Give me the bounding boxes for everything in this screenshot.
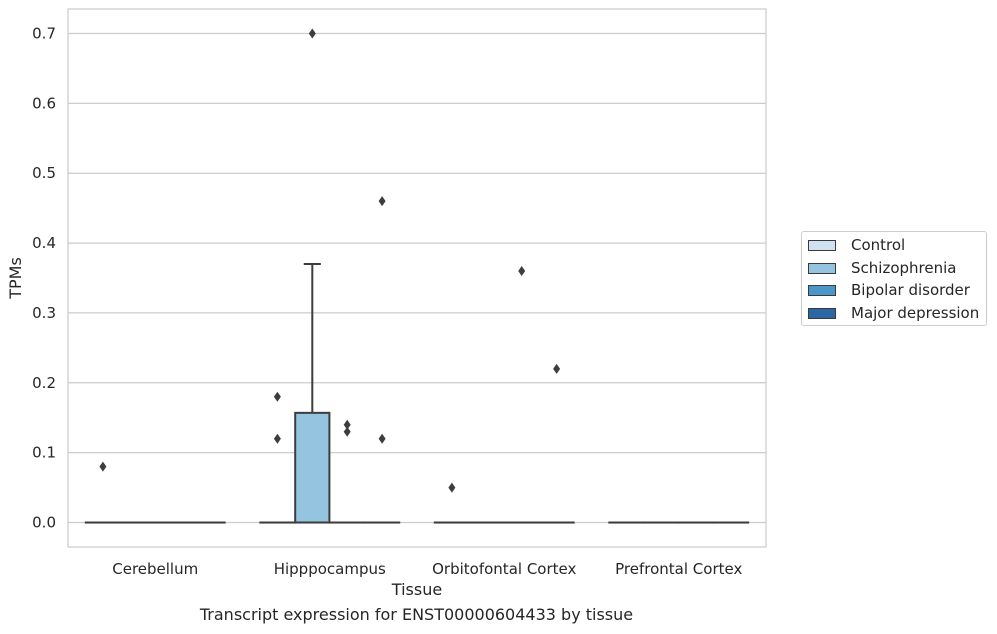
y-tick-label: 0.5 bbox=[32, 164, 56, 182]
chart-caption: Transcript expression for ENST0000060443… bbox=[199, 605, 634, 624]
box-hipppocampus-bipolar-disorder bbox=[329, 419, 366, 524]
box-orbitofontal-cortex-bipolar-disorder bbox=[503, 266, 540, 524]
x-tick-label: Prefrontal Cortex bbox=[615, 560, 742, 578]
box-body bbox=[294, 411, 331, 524]
outlier-point bbox=[343, 419, 351, 430]
box-cerebellum-control bbox=[84, 461, 122, 524]
outlier-point bbox=[273, 391, 281, 402]
y-axis-label: TPMs bbox=[6, 257, 25, 300]
y-tick-label: 0.2 bbox=[32, 374, 56, 392]
legend-label-major-depression: Major depression bbox=[851, 304, 980, 322]
outlier-point bbox=[378, 433, 386, 444]
plot-frame bbox=[67, 8, 767, 548]
legend-item-control: Control bbox=[808, 235, 905, 255]
box-hipppocampus-major-depression bbox=[363, 196, 401, 524]
box-series bbox=[84, 28, 750, 524]
outlier-point bbox=[518, 266, 526, 277]
outlier-point bbox=[448, 482, 456, 493]
legend-item-bipolar-disorder: Bipolar disorder bbox=[808, 280, 970, 300]
y-tick-label: 0.0 bbox=[32, 514, 56, 532]
outlier-point bbox=[308, 28, 316, 39]
legend-item-schizophrenia: Schizophrenia bbox=[808, 258, 956, 278]
outlier-point bbox=[553, 363, 561, 374]
legend-swatch-major-depression bbox=[808, 307, 836, 319]
legend-item-major-depression: Major depression bbox=[808, 303, 979, 323]
outlier-point bbox=[99, 461, 107, 472]
legend-swatch-schizophrenia bbox=[808, 262, 836, 274]
legend-label-schizophrenia: Schizophrenia bbox=[851, 259, 957, 277]
box-orbitofontal-cortex-major-depression bbox=[538, 363, 575, 524]
chart-legend: Control Schizophrenia Bipolar disorder M… bbox=[801, 231, 987, 326]
outlier-point bbox=[343, 426, 351, 437]
y-tick-label: 0.4 bbox=[32, 234, 56, 252]
box-orbitofontal-cortex-control bbox=[433, 482, 471, 524]
outlier-point bbox=[378, 196, 386, 207]
legend-label-bipolar-disorder: Bipolar disorder bbox=[851, 281, 970, 299]
box-hipppocampus-schizophrenia bbox=[294, 28, 331, 524]
x-axis-label: Tissue bbox=[391, 580, 442, 599]
x-tick-labels: Cerebellum Hipppocampus Orbitofontal Corte… bbox=[112, 560, 742, 578]
x-tick-label: Cerebellum bbox=[112, 560, 198, 578]
y-tick-labels: 0.0 0.1 0.2 0.3 0.4 0.5 0.6 0.7 bbox=[32, 24, 56, 531]
y-tick-label: 0.1 bbox=[32, 444, 56, 462]
outlier-point bbox=[273, 433, 281, 444]
y-tick-label: 0.3 bbox=[32, 304, 56, 322]
y-tick-label: 0.6 bbox=[32, 94, 56, 112]
x-tick-label: Hipppocampus bbox=[274, 560, 386, 578]
legend-swatch-bipolar-disorder bbox=[808, 284, 836, 296]
grid-lines bbox=[68, 32, 766, 524]
box-hipppocampus-control bbox=[259, 391, 296, 524]
legend-swatch-control bbox=[808, 239, 836, 251]
x-tick-label: Orbitofontal Cortex bbox=[432, 560, 576, 578]
legend-label-control: Control bbox=[851, 236, 906, 254]
y-tick-label: 0.7 bbox=[32, 24, 56, 42]
